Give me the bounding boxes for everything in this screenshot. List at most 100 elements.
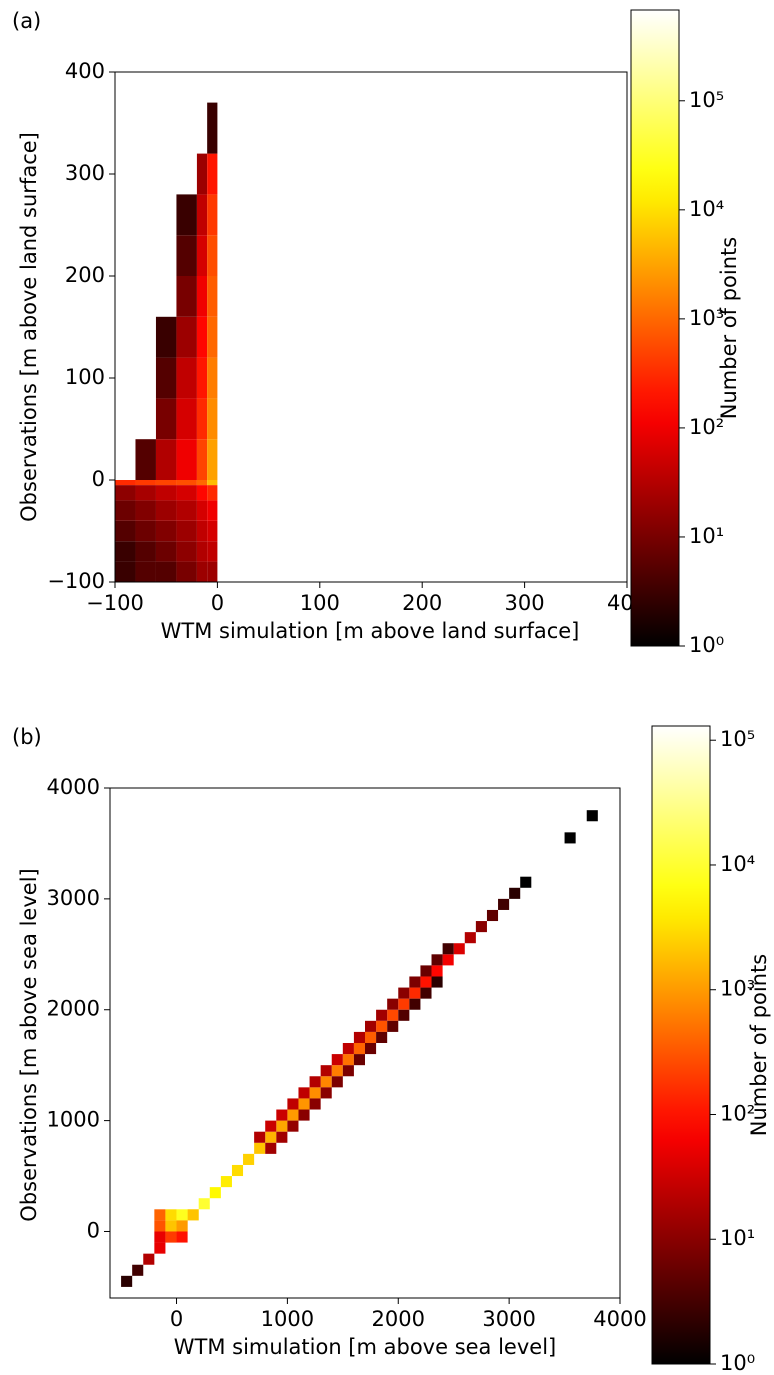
hist-cell	[155, 439, 177, 480]
hist-cell	[154, 1220, 166, 1232]
hist-cell	[155, 520, 177, 542]
hist-cell	[265, 1120, 277, 1132]
hist-cell	[387, 998, 399, 1010]
hist-cell	[196, 520, 208, 542]
hist-cell	[196, 194, 208, 236]
hist-cell	[196, 398, 208, 440]
y-tick-label: 400	[65, 59, 105, 83]
hist-cell	[207, 357, 218, 399]
hist-cell	[420, 987, 432, 999]
colorbar-tick-label: 10⁴	[720, 852, 755, 876]
hist-cell	[287, 1109, 299, 1121]
x-tick-label: 0	[211, 591, 224, 615]
hist-cell	[342, 1054, 354, 1066]
y-tick-label: 0	[92, 467, 105, 491]
hist-cell	[398, 998, 410, 1010]
hist-cell	[196, 485, 208, 501]
y-tick-label: 3000	[47, 886, 100, 910]
hist-cell	[196, 480, 208, 486]
hist-cell	[155, 357, 177, 399]
colorbar-tick-label: 10⁴	[689, 197, 724, 221]
x-tick-label: 300	[505, 591, 545, 615]
hist-cell	[420, 965, 432, 977]
hist-cell	[209, 1187, 221, 1199]
y-axis-label: Observations [m above land surface]	[17, 132, 41, 522]
hist-cell	[155, 480, 177, 486]
hist-cell	[342, 1043, 354, 1055]
hist-cell	[207, 398, 218, 440]
x-tick-label: 200	[402, 591, 442, 615]
x-tick-label: 4000	[593, 1307, 646, 1331]
hist-cell	[135, 561, 156, 582]
hist-cell	[207, 485, 218, 501]
x-tick-label: 100	[300, 591, 340, 615]
hist-cell	[143, 1253, 155, 1265]
hist-cell	[155, 485, 177, 501]
hist-cell	[176, 357, 197, 399]
hist-cell	[520, 876, 532, 888]
panel-label: (a)	[12, 9, 41, 33]
hist-cell	[196, 316, 208, 358]
hist-cell	[376, 1031, 388, 1043]
hist-cell	[376, 1020, 388, 1032]
hist-cell	[207, 235, 218, 276]
x-tick-label: −100	[86, 591, 144, 615]
hist-cell	[276, 1120, 288, 1132]
plot-area	[115, 102, 218, 582]
hist-cell	[154, 1242, 166, 1254]
hist-cell	[135, 439, 156, 480]
hist-cell	[320, 1087, 332, 1099]
hist-cell	[365, 1020, 377, 1032]
hist-cell	[365, 1031, 377, 1043]
hist-cell	[298, 1109, 310, 1121]
hist-cell	[276, 1109, 288, 1121]
panel-label: (b)	[12, 725, 42, 749]
hist-cell	[320, 1076, 332, 1088]
hist-cell	[176, 276, 197, 317]
y-tick-label: 0	[87, 1218, 100, 1242]
hist-cell	[176, 439, 197, 480]
hist-cell	[176, 316, 197, 358]
colorbar-tick-label: 10¹	[689, 524, 724, 548]
hist-cell	[453, 943, 465, 955]
hist-cell	[207, 541, 218, 562]
hist-cell	[196, 500, 208, 521]
hist-cell	[207, 316, 218, 358]
colorbar-tick-label: 10⁵	[689, 88, 724, 112]
colorbar-tick-label: 10⁰	[720, 1351, 755, 1371]
hist-cell	[176, 500, 197, 521]
hist-cell	[409, 987, 421, 999]
hist-cell	[309, 1087, 321, 1099]
hist-cell	[398, 1009, 410, 1021]
y-tick-label: 100	[65, 365, 105, 389]
hist-cell	[276, 1131, 288, 1143]
hist-cell	[196, 439, 208, 480]
hist-cell	[331, 1076, 343, 1088]
hist-cell	[154, 1231, 166, 1243]
hist-cell	[198, 1198, 210, 1210]
colorbar-tick-label: 10²	[689, 415, 724, 439]
hist-cell	[115, 561, 136, 582]
colorbar-tick-label: 10¹	[720, 1226, 755, 1250]
hist-cell	[420, 976, 432, 988]
axes-frame	[109, 787, 621, 1299]
y-tick-label: 4000	[47, 775, 100, 799]
hist-cell	[176, 1220, 188, 1232]
x-tick-label: 0	[170, 1307, 183, 1331]
hist-cell	[165, 1220, 177, 1232]
hist-cell	[155, 398, 177, 440]
hist-cell	[207, 439, 218, 480]
hist-cell	[187, 1209, 199, 1221]
hist-cell	[353, 1043, 365, 1055]
hist-cell	[135, 485, 156, 501]
hist-cell	[243, 1153, 255, 1165]
hist-cell	[564, 832, 576, 844]
hist-cell	[398, 987, 410, 999]
hist-cell	[155, 541, 177, 562]
hist-cell	[320, 1065, 332, 1077]
colorbar-label: Number of points	[717, 237, 741, 419]
hist-cell	[135, 480, 156, 486]
hist-cell	[431, 965, 443, 977]
y-tick-label: 200	[65, 263, 105, 287]
